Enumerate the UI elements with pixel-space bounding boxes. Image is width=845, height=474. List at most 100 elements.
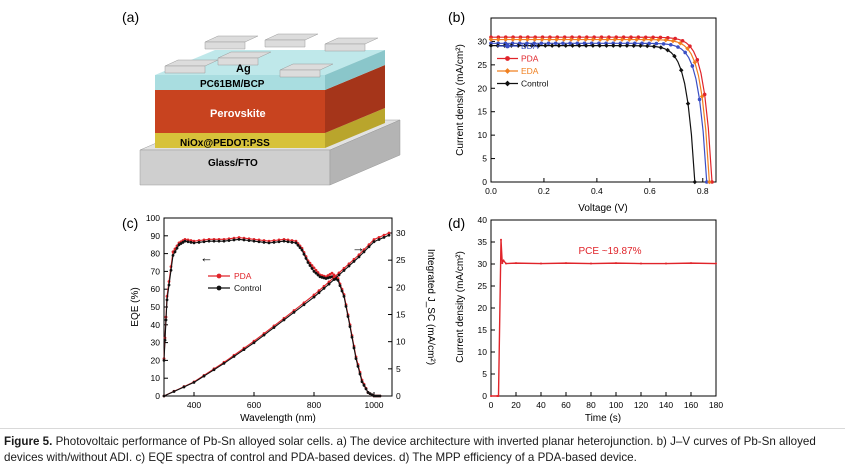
b-point [553,41,558,46]
b-point [556,43,562,48]
d-point [515,262,517,265]
c-ytick-label: 0 [155,391,160,401]
pcbm-layer-front [155,75,325,90]
c-point [298,246,302,250]
d-point [505,262,507,265]
c-point [374,394,378,398]
c-point [364,387,368,391]
b-point [695,58,700,62]
c-ytick-label: 60 [151,284,161,294]
b-xtick-label: 0.2 [538,186,550,196]
figure-caption: Figure 5. Photovoltaic performance of Pb… [4,434,840,466]
b-legend-marker [504,80,511,87]
c-point [232,238,236,242]
c-point [354,357,358,361]
c-point [252,239,256,243]
c-point [377,235,381,239]
c-y2tick-label: 25 [396,255,406,265]
c-y2tick-label: 20 [396,282,406,292]
d-point [565,262,567,265]
c-y2label: Integrated J_SC (mA/cm²) [425,249,436,365]
c-ylabel: EQE (%) [130,287,141,326]
c-point [167,283,171,287]
c-point [242,238,246,242]
d-ytick-label: 20 [478,303,488,313]
c-point [342,294,346,298]
c-y2tick-label: 30 [396,228,406,238]
c-point [337,273,341,277]
c-point [367,245,371,249]
d-xtick-label: 20 [511,400,521,410]
c-point [347,262,351,266]
c-legend-label-pda: PDA [234,271,252,281]
c-axes: 400 600 800 1000010203040506070809010005101… [146,213,406,410]
b-xtick-label: 0.0 [485,186,497,196]
c-point [382,235,386,239]
b-point [688,44,692,48]
c-xlabel: Wavelength (nm) [240,413,316,424]
c-point [186,240,190,244]
c-point [202,374,206,378]
b-legend: BDA PDA EDA Control [497,41,549,89]
b-axes: 0.0 0.2 0.4 0.6 0.8 0 5 10 15 20 25 30 [478,36,709,196]
c-ytick-label: 90 [151,231,161,241]
c-point [336,278,340,282]
c-point [350,335,354,339]
caption-text: Photovoltaic performance of Pb-Sn alloye… [4,435,816,464]
c-xtick-label: 600 [247,400,261,410]
c-point [237,237,241,241]
c-ytick-label: 100 [146,213,160,223]
b-series-line-bda [491,42,708,183]
plot-frame-b [490,17,717,183]
c-series-group [162,231,391,398]
d-point [715,262,717,265]
d-xtick-label: 180 [709,400,723,410]
c-legend-label-control: Control [234,283,262,293]
b-point [697,97,702,102]
c-point [286,240,290,244]
nio-layer-front [155,133,325,148]
c-point [346,315,350,318]
c-point [282,318,286,322]
c-point [222,239,226,243]
pcbm-layer-side [325,50,385,90]
c-xtick-label: 800 [307,400,321,410]
c-point [377,238,381,241]
c-point [372,238,376,241]
d-ytick-label: 30 [478,259,488,269]
c-point [282,239,286,243]
c-point [317,289,321,292]
panel-b-label: (b) [448,9,465,25]
c-y2tick-label: 10 [396,337,406,347]
c-ytick-label: 80 [151,249,161,259]
c-point [362,250,366,254]
c-y2tick-label: 0 [396,391,401,401]
c-point [332,278,336,281]
c-point [272,240,276,244]
c-point [352,260,356,263]
c-point [316,273,320,277]
c-point [164,318,168,322]
b-point [611,41,616,46]
c-point [332,275,336,279]
b-point [702,92,707,97]
c-point [272,326,276,329]
panel-b: (b) 0.0 0.2 0.4 0.6 0.8 0 5 10 15 20 25 30 BDA PDA ED… [448,9,717,214]
c-point [342,266,346,270]
c-point [306,261,310,264]
d-ytick-label: 40 [478,215,488,225]
d-ylabel: Current density (mA/cm²) [455,251,466,363]
b-point [673,36,677,41]
b-point [704,180,709,184]
c-point [312,295,316,299]
c-point [310,267,314,270]
c-point [304,256,308,260]
c-xtick-label: 1000 [365,400,384,410]
c-point [322,287,326,290]
c-point [330,271,334,275]
b-ytick-label: 30 [478,36,488,46]
b-xtick-label: 0.4 [591,186,603,196]
d-point [490,395,492,397]
pcbm-layer-top [155,50,385,75]
